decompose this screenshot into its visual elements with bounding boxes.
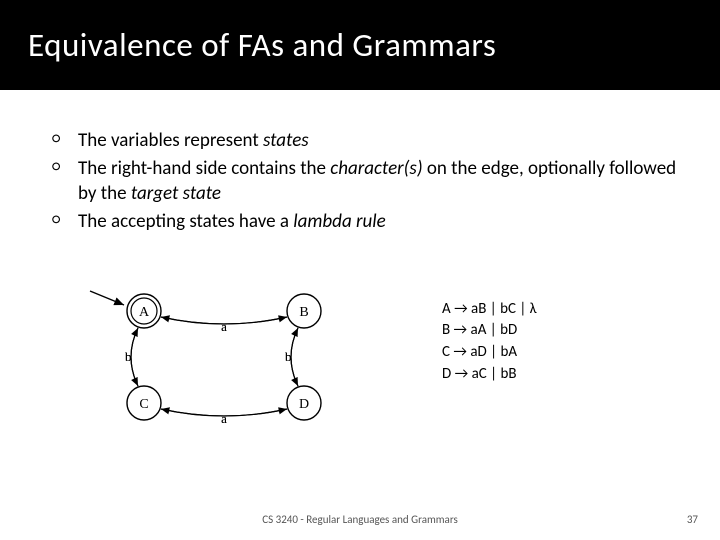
bullet-em: target state [131, 182, 221, 205]
bullet-em: lambda rule [293, 210, 385, 233]
bullet-text: The variables represent [78, 129, 263, 152]
page-number: 37 [687, 513, 698, 526]
svg-text:b: b [125, 349, 132, 364]
svg-text:a: a [221, 410, 227, 425]
grammar-rule: A → aB | bC | λ [442, 299, 537, 321]
bullet-item: The variables represent states [52, 128, 680, 154]
slide-title: Equivalence of FAs and Grammars [28, 25, 496, 65]
footer-text: CS 3240 - Regular Languages and Grammars [0, 513, 720, 526]
bullet-em: character(s) [330, 157, 422, 180]
content-area: The variables represent states The right… [0, 90, 720, 437]
grammar-rule: D → aC | bB [442, 364, 537, 386]
svg-text:b: b [285, 349, 292, 364]
bullet-item: The right-hand side contains the charact… [52, 156, 680, 207]
svg-text:B: B [299, 305, 308, 320]
grammar-rules: A → aB | bC | λ B → aA | bD C → aD | bA … [442, 299, 537, 386]
bullet-em: states [263, 129, 309, 152]
bullet-text: The right-hand side contains the [78, 157, 330, 180]
bullet-item: The accepting states have a lambda rule [52, 209, 680, 235]
diagram-row: aabbaabbABCD A → aB | bC | λ B → aA | bD… [52, 267, 680, 437]
grammar-rule: C → aD | bA [442, 342, 537, 364]
bullet-list: The variables represent states The right… [52, 128, 680, 235]
svg-text:C: C [139, 397, 148, 412]
bullet-text: The accepting states have a [78, 210, 293, 233]
fa-diagram: aabbaabbABCD [72, 267, 362, 437]
title-bar: Equivalence of FAs and Grammars [0, 0, 720, 90]
svg-text:A: A [139, 305, 150, 320]
svg-text:D: D [299, 397, 309, 412]
svg-text:a: a [221, 318, 227, 333]
grammar-rule: B → aA | bD [442, 320, 537, 342]
